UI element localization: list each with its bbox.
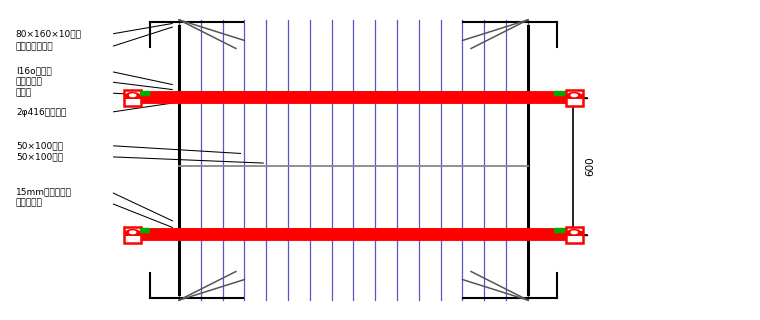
Bar: [566, 231, 583, 236]
Text: 50×100方木: 50×100方木: [16, 141, 63, 150]
Bar: [566, 90, 583, 106]
Circle shape: [126, 230, 139, 235]
Text: 与工字钉边焊接: 与工字钉边焊接: [16, 42, 53, 52]
Text: 平坠片: 平坠片: [16, 89, 32, 98]
Text: 2φ416对拉螺栋: 2φ416对拉螺栋: [16, 108, 66, 117]
Bar: [566, 94, 583, 100]
Bar: [140, 91, 150, 95]
Text: 15mm厚双面覆膜: 15mm厚双面覆膜: [16, 188, 71, 196]
Text: 50×100方木: 50×100方木: [16, 152, 63, 161]
Circle shape: [568, 230, 581, 235]
Text: I16o工字钉: I16o工字钉: [16, 66, 52, 75]
Bar: [125, 231, 141, 236]
Bar: [566, 227, 583, 243]
Text: 80×160×10颉板: 80×160×10颉板: [16, 30, 82, 39]
Circle shape: [572, 94, 578, 97]
Text: 配套双纳筒: 配套双纳筒: [16, 77, 43, 86]
Bar: [555, 91, 565, 95]
Bar: [125, 227, 141, 243]
Circle shape: [568, 92, 581, 98]
Text: 多层胶合板: 多层胶合板: [16, 198, 43, 207]
Bar: [125, 94, 141, 100]
Circle shape: [130, 231, 136, 234]
Bar: [555, 228, 565, 232]
Text: 600: 600: [585, 156, 595, 176]
Bar: [125, 90, 141, 106]
Circle shape: [572, 231, 578, 234]
Circle shape: [126, 92, 139, 98]
Bar: [140, 228, 150, 232]
Circle shape: [130, 94, 136, 97]
